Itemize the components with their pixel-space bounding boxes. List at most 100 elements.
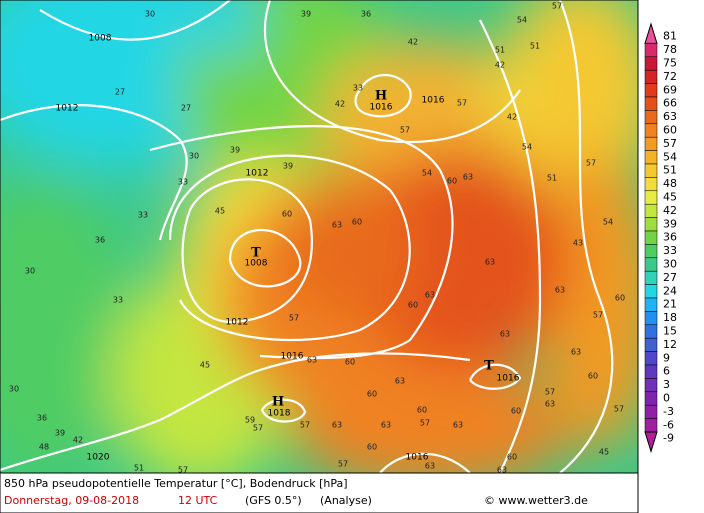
temperature-label: 39 [230,146,240,155]
isobar-label: 1012 [226,318,249,328]
temperature-label: 27 [115,88,125,97]
colorbar-label: 18 [663,311,677,324]
pressure-center: T [484,359,494,374]
colorbar-label: -3 [663,405,674,418]
colorbar-label: 45 [663,191,677,204]
colorbar-label: 12 [663,338,677,351]
isobar-label: 1018 [268,409,291,419]
colorbar-label: 72 [663,70,677,83]
temperature-label: 43 [573,239,583,248]
footer-time: 12 UTC [178,494,218,507]
temperature-label: 57 [338,460,348,469]
colorbar-label: 78 [663,43,677,56]
temperature-label: 63 [555,286,565,295]
colorbar-swatch [644,270,658,285]
colorbar-swatch [644,284,658,299]
colorbar-swatch [644,351,658,366]
temperature-label: 42 [335,100,345,109]
colorbar-swatch [644,378,658,393]
isobar [479,19,542,473]
temperature-label: 63 [497,466,507,475]
colorbar-label: 57 [663,137,677,150]
colorbar-label: 15 [663,325,677,338]
temperature-label: 42 [73,436,83,445]
temperature-label: 60 [345,358,355,367]
temperature-label: 57 [178,466,188,475]
colorbar-label: 36 [663,231,677,244]
footer-date: Donnerstag, 09-08-2018 [4,494,139,507]
isobar-label: 1016 [406,453,429,463]
temperature-label: 39 [301,10,311,19]
isobar-label: 1016 [370,103,393,113]
map: 1008 1012 1016 1016 1012 1008 1012 1016 1016 1018… [0,0,638,475]
temperature-label: 30 [9,385,19,394]
temperature-label: 57 [586,159,596,168]
colorbar-swatch [644,136,658,151]
temperature-label: 33 [178,178,188,187]
temperature-label: 36 [37,414,47,423]
isobar-label: 1016 [281,352,304,362]
colorbar-label: 33 [663,244,677,257]
temperature-label: 36 [95,236,105,245]
temperature-label: 57 [420,419,430,428]
isobar [149,125,454,360]
temperature-label: 60 [417,406,427,415]
colorbar-label: 24 [663,284,677,297]
colorbar-label: 54 [663,150,677,163]
temperature-label: 30 [145,10,155,19]
footer-run: (Analyse) [320,494,372,507]
temperature-label: 48 [39,443,49,452]
colorbar-swatch [644,123,658,138]
temperature-label: 33 [113,296,123,305]
isobar-label: 1008 [89,34,112,44]
pressure-center: H [272,395,284,410]
colorbar-label: 81 [663,30,677,43]
temperature-label: 51 [134,464,144,473]
temperature-label: 60 [352,218,362,227]
colorbar-swatch [644,391,658,406]
colorbar-swatch [644,337,658,352]
colorbar-swatch [644,230,658,245]
pressure-center: H [375,89,387,104]
isobar [39,0,231,41]
temperature-label: 39 [55,429,65,438]
isobar [0,104,188,241]
temperature-label: 45 [599,448,609,457]
colorbar-tip [644,22,658,44]
temperature-label: 63 [425,462,435,471]
footer-credit: © www.wetter3.de [484,494,588,507]
isobar [0,352,471,472]
footer-title: 850 hPa pseudopotentielle Temperatur [°C… [4,477,348,490]
colorbar-label: 27 [663,271,677,284]
pressure-center: T [251,246,261,261]
isobar-label: 1012 [246,169,269,179]
temperature-label: 51 [530,42,540,51]
temperature-label: 42 [507,113,517,122]
temperature-label: 63 [425,291,435,300]
temperature-label: 60 [507,453,517,462]
temperature-label: 63 [332,221,342,230]
temperature-label: 59 [245,416,255,425]
colorbar-swatch [644,83,658,98]
temperature-label: 60 [447,177,457,186]
colorbar-swatch [644,163,658,178]
colorbar-label: -6 [663,418,674,431]
temperature-label: 54 [422,169,432,178]
temperature-label: 45 [215,207,225,216]
temperature-label: 57 [253,424,263,433]
temperature-label: 42 [495,61,505,70]
temperature-label: 57 [300,421,310,430]
isobar-label: 1016 [422,96,445,106]
colorbar-label: 0 [663,392,670,405]
temperature-label: 45 [200,361,210,370]
colorbar-label: 42 [663,204,677,217]
isobar [168,154,411,342]
colorbar-label: 63 [663,110,677,123]
colorbar-swatch [644,364,658,379]
temperature-label: 63 [571,348,581,357]
temperature-label: 60 [615,294,625,303]
temperature-label: 57 [457,99,467,108]
colorbar-label: 39 [663,217,677,230]
temperature-label: 63 [395,377,405,386]
temperature-label: 63 [463,173,473,182]
